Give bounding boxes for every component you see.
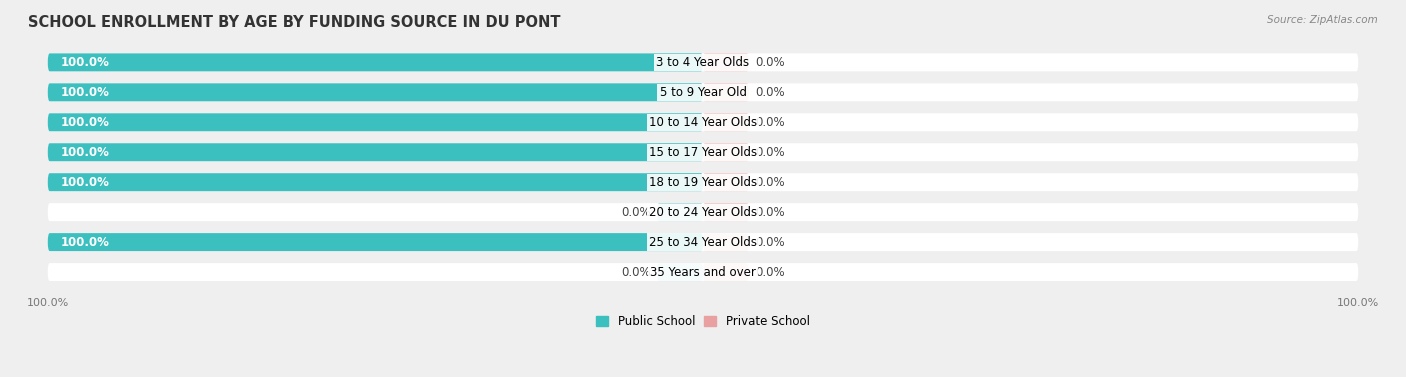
Text: 35 Years and over: 35 Years and over xyxy=(650,265,756,279)
FancyBboxPatch shape xyxy=(48,83,1358,101)
Text: 0.0%: 0.0% xyxy=(755,86,785,99)
Text: 15 to 17 Year Olds: 15 to 17 Year Olds xyxy=(650,146,756,159)
FancyBboxPatch shape xyxy=(48,113,1358,131)
FancyBboxPatch shape xyxy=(48,203,1358,221)
Text: 18 to 19 Year Olds: 18 to 19 Year Olds xyxy=(650,176,756,189)
Text: 0.0%: 0.0% xyxy=(755,205,785,219)
FancyBboxPatch shape xyxy=(657,203,703,221)
Text: 5 to 9 Year Old: 5 to 9 Year Old xyxy=(659,86,747,99)
FancyBboxPatch shape xyxy=(48,233,703,251)
Text: 0.0%: 0.0% xyxy=(755,146,785,159)
Text: 0.0%: 0.0% xyxy=(755,265,785,279)
Text: 100.0%: 100.0% xyxy=(60,56,110,69)
FancyBboxPatch shape xyxy=(703,173,749,191)
FancyBboxPatch shape xyxy=(48,54,703,71)
Text: 100.0%: 100.0% xyxy=(60,176,110,189)
FancyBboxPatch shape xyxy=(48,113,703,131)
Text: Source: ZipAtlas.com: Source: ZipAtlas.com xyxy=(1267,15,1378,25)
Text: 25 to 34 Year Olds: 25 to 34 Year Olds xyxy=(650,236,756,248)
FancyBboxPatch shape xyxy=(703,113,749,131)
Text: 10 to 14 Year Olds: 10 to 14 Year Olds xyxy=(650,116,756,129)
Text: 100.0%: 100.0% xyxy=(60,116,110,129)
FancyBboxPatch shape xyxy=(48,143,1358,161)
Text: 20 to 24 Year Olds: 20 to 24 Year Olds xyxy=(650,205,756,219)
FancyBboxPatch shape xyxy=(48,173,703,191)
FancyBboxPatch shape xyxy=(48,54,1358,71)
FancyBboxPatch shape xyxy=(48,263,1358,281)
Text: 100.0%: 100.0% xyxy=(60,236,110,248)
Text: SCHOOL ENROLLMENT BY AGE BY FUNDING SOURCE IN DU PONT: SCHOOL ENROLLMENT BY AGE BY FUNDING SOUR… xyxy=(28,15,561,30)
FancyBboxPatch shape xyxy=(657,263,703,281)
FancyBboxPatch shape xyxy=(48,173,1358,191)
Text: 0.0%: 0.0% xyxy=(755,236,785,248)
FancyBboxPatch shape xyxy=(48,83,703,101)
Text: 0.0%: 0.0% xyxy=(621,205,651,219)
FancyBboxPatch shape xyxy=(703,203,749,221)
Text: 3 to 4 Year Olds: 3 to 4 Year Olds xyxy=(657,56,749,69)
Text: 100.0%: 100.0% xyxy=(60,146,110,159)
Text: 100.0%: 100.0% xyxy=(60,86,110,99)
FancyBboxPatch shape xyxy=(703,83,749,101)
FancyBboxPatch shape xyxy=(703,233,749,251)
Text: 0.0%: 0.0% xyxy=(621,265,651,279)
Text: 0.0%: 0.0% xyxy=(755,176,785,189)
FancyBboxPatch shape xyxy=(48,233,1358,251)
Text: 0.0%: 0.0% xyxy=(755,116,785,129)
Text: 0.0%: 0.0% xyxy=(755,56,785,69)
FancyBboxPatch shape xyxy=(703,54,749,71)
FancyBboxPatch shape xyxy=(703,143,749,161)
FancyBboxPatch shape xyxy=(48,143,703,161)
Legend: Public School, Private School: Public School, Private School xyxy=(592,310,814,333)
FancyBboxPatch shape xyxy=(703,263,749,281)
